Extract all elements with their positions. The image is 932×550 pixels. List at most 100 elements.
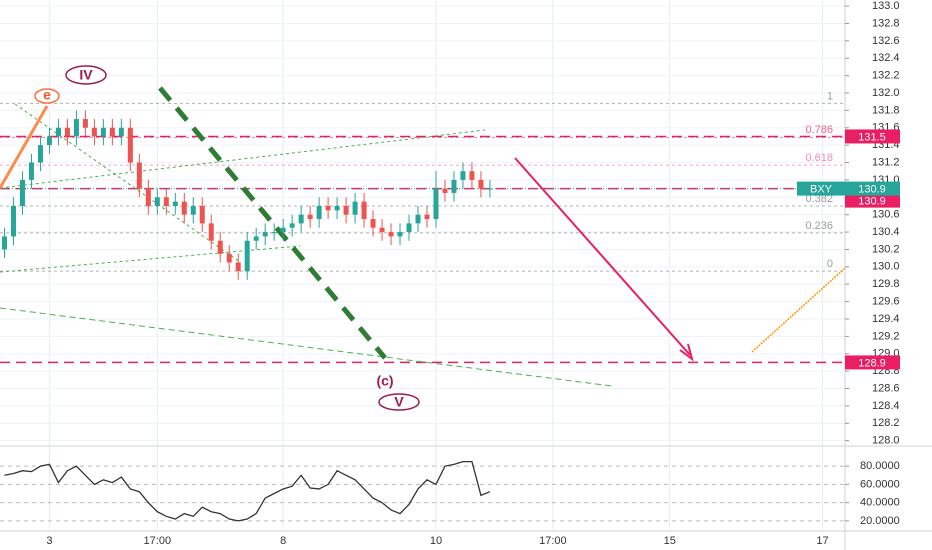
candle-body: [136, 162, 142, 189]
candle-body: [91, 127, 97, 137]
y-tick-label: 128.4: [872, 400, 900, 412]
wave-line: [0, 105, 49, 189]
arrow: [751, 267, 846, 353]
price-tag-label: 131.5: [858, 131, 886, 143]
candle-body: [154, 197, 160, 206]
y-tick-label: 131.8: [872, 104, 900, 116]
candle-body: [46, 136, 52, 146]
candle-body: [235, 262, 241, 272]
candle-body: [415, 214, 421, 224]
candle-body: [37, 145, 43, 163]
y-tick-label: 130.6: [872, 209, 900, 221]
wave-line: [158, 86, 387, 360]
wave-label: V: [394, 394, 404, 410]
candle-body: [298, 214, 304, 224]
x-tick-label: 10: [430, 535, 442, 547]
levels: 1 0.786 0.618 0.382 0.236 0: [0, 90, 845, 364]
candle-body: [478, 179, 484, 189]
candle-body: [28, 162, 34, 180]
candle-body: [127, 127, 133, 163]
y-tick-label: 128.6: [872, 382, 900, 394]
price-tag: [845, 193, 900, 208]
y-tick-label: 130.4: [872, 226, 900, 238]
candle-body: [370, 219, 376, 228]
candle-body: [208, 223, 214, 241]
arrow-head: [679, 343, 694, 362]
candle-body: [433, 188, 439, 220]
candle-body: [451, 179, 457, 193]
y-tick-label: 133.0: [872, 0, 900, 12]
x-tick-label: 17:00: [539, 535, 567, 547]
wave-circle: [378, 393, 420, 411]
candle-body: [55, 127, 61, 137]
trend-line: [14, 103, 241, 263]
candle-body: [352, 201, 358, 215]
candle-body: [343, 205, 349, 215]
candle-body: [388, 232, 394, 237]
price-tag-label: 130.9: [858, 196, 886, 208]
y-tick-label: 131.2: [872, 156, 900, 168]
price-tag-label: 128.9: [858, 357, 886, 369]
fib-label: 0: [827, 258, 833, 270]
indicator-line: [4, 460, 491, 522]
candle-body: [253, 236, 259, 241]
indicator-tick-label: 60.0000: [860, 478, 900, 490]
candle-body: [361, 201, 367, 220]
y-tick-label: 132.2: [872, 70, 900, 82]
candle-body: [100, 127, 106, 137]
price-tag: [845, 355, 900, 370]
price-tag: [845, 181, 900, 196]
y-tick-label: 132.0: [872, 87, 900, 99]
y-tick-label: 132.6: [872, 35, 900, 47]
candle-body: [289, 223, 295, 228]
candle-body: [1, 236, 7, 250]
y-tick-label: 130.0: [872, 261, 900, 273]
candle-body: [424, 214, 430, 220]
candle-body: [307, 214, 313, 220]
price-tag: [845, 129, 900, 144]
y-tick-label: 132.4: [872, 52, 900, 64]
indicator-tick-label: 40.0000: [860, 497, 900, 509]
drawings: [0, 86, 846, 387]
fib-label: 1: [827, 90, 833, 102]
indicator-tick-label: 20.0000: [860, 515, 900, 527]
wave-circle: [65, 65, 107, 85]
candle-body: [118, 127, 124, 137]
x-tick-label: 17:00: [144, 535, 172, 547]
trend-line: [0, 129, 486, 189]
candle-body: [199, 205, 205, 224]
x-tick-label: 8: [280, 535, 286, 547]
y-tick-label: 129.8: [872, 278, 900, 290]
candle-body: [397, 232, 403, 237]
grid: [0, 0, 845, 530]
indicator-tick-label: 80.0000: [860, 460, 900, 472]
wave-label: (c): [376, 373, 393, 389]
y-tick-label: 128.2: [872, 417, 900, 429]
arrow: [514, 157, 691, 356]
candle-body: [379, 227, 385, 233]
wave-circle: [34, 88, 60, 104]
candle-body: [442, 188, 448, 193]
candle-body: [244, 240, 250, 272]
symbol-tag-label: BXY: [810, 184, 833, 196]
fib-label: 0.786: [805, 124, 833, 136]
candle-body: [82, 119, 88, 128]
y-tick-label: 129.6: [872, 295, 900, 307]
candle-body: [487, 188, 493, 190]
fib-label: 0.382: [805, 193, 833, 205]
candle-body: [460, 171, 466, 180]
candle-body: [145, 188, 151, 206]
candle-body: [325, 205, 331, 211]
candle-body: [217, 240, 223, 254]
candle-body: [262, 232, 268, 237]
x-tick-label: 15: [664, 535, 676, 547]
x-tick-label: 3: [46, 535, 52, 547]
candle-body: [316, 205, 322, 220]
y-tick-label: 129.4: [872, 313, 900, 325]
y-tick-label: 132.8: [872, 17, 900, 29]
candle-body: [64, 127, 70, 137]
price-tag-label: 130.9: [858, 184, 886, 196]
axis: 3 17:00 8 10 17:00 15 17128.0128.2128.4128.612…: [46, 0, 899, 547]
